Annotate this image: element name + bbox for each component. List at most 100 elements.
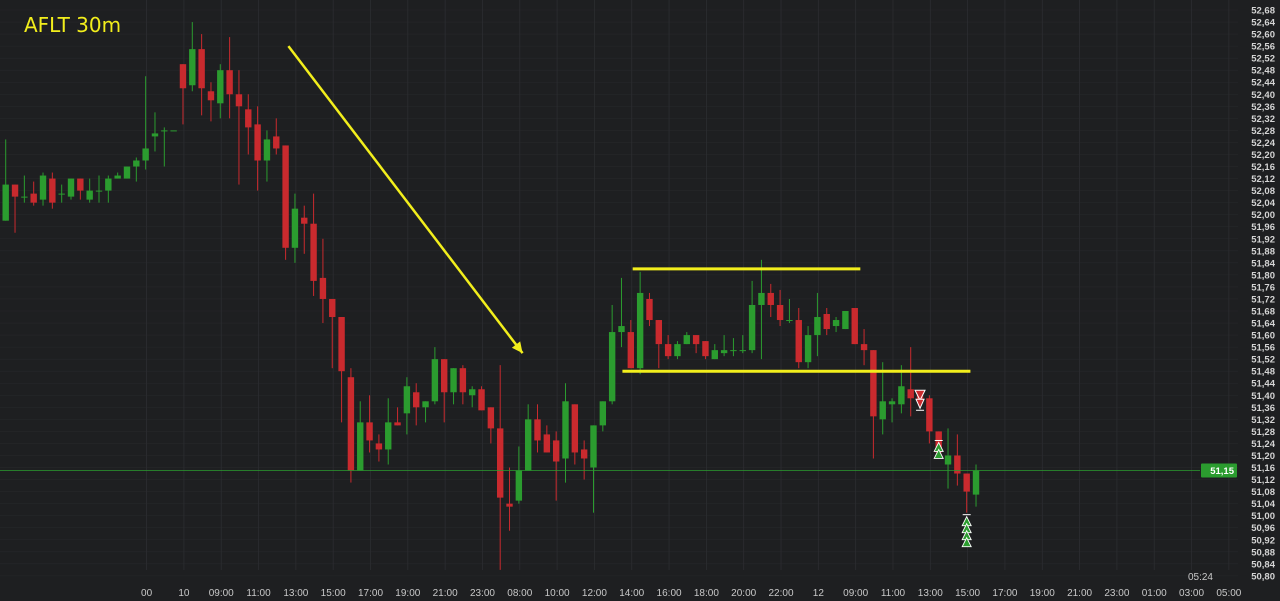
candle-body: [683, 335, 690, 345]
candle: [608, 304, 616, 405]
candle: [711, 344, 718, 360]
candle: [347, 368, 355, 483]
candle-body: [245, 109, 252, 128]
candle: [898, 365, 905, 414]
x-tick-label: 14:00: [619, 588, 644, 599]
candle: [95, 175, 103, 203]
candle-body: [441, 359, 448, 393]
candle: [49, 172, 56, 209]
candle: [375, 434, 383, 462]
candle: [217, 64, 224, 119]
y-tick-label: 52,64: [1251, 18, 1275, 29]
candle-body: [711, 350, 718, 360]
candle-body: [170, 130, 177, 132]
candle-body: [739, 350, 746, 352]
candle: [954, 434, 961, 486]
last-price-label: 51,15: [1210, 466, 1234, 477]
candle: [123, 166, 131, 179]
trend-arrow: [287, 45, 524, 354]
candle-body: [254, 124, 261, 161]
y-tick-label: 51,36: [1251, 403, 1275, 414]
candle-body: [338, 317, 345, 372]
x-tick-label: 03:00: [1179, 588, 1204, 599]
candle: [804, 326, 812, 369]
y-tick-label: 52,52: [1251, 54, 1275, 65]
candle-body: [776, 304, 784, 321]
candle: [534, 404, 541, 453]
candle-body: [870, 350, 877, 417]
candle-body: [2, 184, 9, 221]
candle-body: [515, 470, 523, 501]
candle: [413, 383, 420, 426]
y-tick-label: 52,16: [1251, 162, 1275, 173]
x-tick-label: 10:00: [545, 588, 570, 599]
candle: [590, 425, 597, 513]
candle: [459, 365, 467, 405]
candle-body: [30, 193, 37, 203]
candle: [776, 289, 784, 327]
candle-body: [263, 139, 271, 161]
candle: [441, 359, 448, 423]
candle-body: [21, 196, 28, 198]
candle-body: [478, 389, 485, 411]
candle: [786, 298, 793, 324]
candle: [161, 127, 168, 167]
candle-body: [627, 332, 635, 369]
candle-body: [767, 292, 774, 305]
candle-body: [506, 503, 513, 507]
y-tick-label: 52,28: [1251, 126, 1275, 137]
candle: [767, 283, 774, 318]
candle-body: [310, 223, 317, 281]
candle-body: [413, 392, 420, 408]
candle-body: [385, 422, 392, 450]
x-tick-label: 21:00: [1067, 588, 1092, 599]
y-tick-label: 51,64: [1251, 319, 1275, 330]
candle: [926, 395, 933, 444]
candle: [133, 157, 140, 182]
annotations: [287, 45, 971, 373]
y-tick-label: 52,20: [1251, 150, 1275, 161]
x-tick-label: 17:00: [358, 588, 383, 599]
buy-signal-icon: [933, 439, 944, 459]
x-tick-label: 19:00: [1030, 588, 1055, 599]
candle: [207, 82, 215, 122]
candle: [366, 395, 373, 453]
candle-body: [189, 49, 196, 86]
candle: [674, 341, 681, 360]
y-tick-label: 51,88: [1251, 246, 1275, 257]
down-triangle: [915, 398, 925, 410]
up-triangle: [933, 448, 944, 459]
y-tick-label: 50,96: [1251, 523, 1275, 534]
x-tick-label: 16:00: [657, 588, 682, 599]
candle-body: [77, 178, 84, 191]
candle-body: [198, 49, 205, 89]
y-tick-label: 52,68: [1251, 6, 1275, 17]
y-tick-label: 52,24: [1251, 138, 1275, 149]
candle-body: [879, 401, 886, 420]
candle: [748, 280, 756, 354]
candle: [450, 368, 457, 405]
y-tick-label: 51,40: [1251, 391, 1275, 402]
candle-body: [655, 320, 662, 345]
candle: [795, 307, 802, 369]
candle: [814, 292, 821, 357]
y-tick-label: 51,12: [1251, 475, 1275, 486]
candle-body: [590, 425, 597, 468]
y-tick-label: 50,80: [1251, 571, 1275, 582]
candle-body: [543, 434, 551, 453]
y-tick-label: 52,32: [1251, 114, 1275, 125]
candle-body: [291, 208, 299, 248]
candle: [273, 118, 280, 155]
candle: [552, 431, 560, 501]
candle: [627, 320, 635, 369]
y-tick-label: 51,60: [1251, 331, 1275, 342]
candle-body: [11, 184, 19, 197]
candle: [105, 175, 112, 203]
y-tick-label: 51,72: [1251, 294, 1275, 305]
candle: [189, 22, 196, 92]
candle: [478, 386, 485, 411]
x-tick-label: 11:00: [881, 588, 906, 599]
candle-body: [674, 344, 681, 357]
